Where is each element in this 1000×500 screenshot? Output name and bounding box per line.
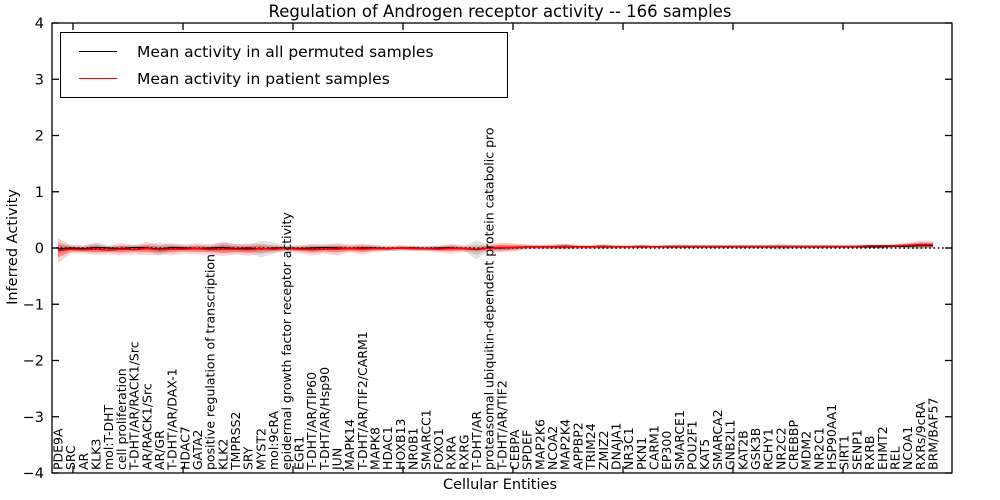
y-tick-label: 1	[35, 185, 44, 201]
x-tick-label: MAP2K4	[558, 419, 573, 470]
x-tick-label: REL	[887, 446, 902, 470]
x-tick-label: EGR1	[291, 436, 306, 470]
x-tick-label: epidermal growth factor receptor activit…	[279, 212, 294, 470]
x-tick-label: NCOA1	[900, 426, 915, 470]
x-tick-label: FOXO1	[431, 428, 446, 470]
x-tick-label: SIRT1	[837, 435, 852, 470]
x-tick-label: SRY	[241, 446, 256, 470]
x-tick-label: POU2F1	[685, 420, 700, 470]
x-tick-label: proteasomal ubiquitin-dependent protein …	[482, 127, 497, 470]
legend-entry-permuted: Mean activity in all permuted samples	[73, 43, 495, 61]
x-tick-label: ZMIZ2	[596, 430, 611, 470]
patient-mean-line	[57, 243, 933, 252]
x-tick-label: T-DHT/AR/DAX-1	[165, 368, 180, 471]
x-axis-label: Cellular Entities	[442, 477, 558, 493]
x-tick-label: GSK3B	[748, 428, 763, 470]
x-tick-label: KLK2	[215, 439, 230, 470]
x-tick-label: MAPK14	[342, 419, 357, 470]
x-tick-label: NR0B1	[406, 427, 421, 470]
x-tick-label: SRC	[63, 445, 78, 470]
x-tick-label: SPDEF	[520, 430, 535, 470]
x-tick-label: TMPRSS2	[228, 412, 243, 471]
x-tick-label: mol:T-DHT	[101, 404, 116, 470]
x-tick-label: KLK3	[89, 439, 104, 470]
x-tick-label: positive regulation of transcription	[203, 254, 218, 470]
x-tick-label: NR2C2	[773, 427, 788, 470]
legend: Mean activity in all permuted samples Me…	[60, 32, 508, 98]
x-tick-label: NR2C1	[811, 427, 826, 470]
x-tick-label: CARM1	[647, 425, 662, 470]
x-tick-label: EHMT2	[875, 426, 890, 470]
x-tick-label: T-DHT/AR	[469, 411, 484, 471]
x-tick-label: NR3C1	[621, 427, 636, 470]
x-tick-label: RXRs/9cRA	[913, 401, 928, 470]
legend-entry-patient: Mean activity in patient samples	[73, 70, 495, 88]
x-tick-label: AR	[76, 452, 91, 470]
y-tick-label: 4	[35, 16, 44, 32]
y-axis-label: Inferred Activity	[5, 189, 21, 305]
x-tick-label: EP300	[659, 431, 674, 470]
x-tick-label: AR/GR	[152, 430, 167, 470]
x-tick-label: mol:9cRA	[266, 410, 281, 470]
x-tick-label: DNAJA1	[608, 423, 623, 471]
x-tick-label: BRM/BAF57	[926, 398, 941, 470]
x-tick-label: SENP1	[849, 429, 864, 470]
x-tick-label: MDM2	[799, 431, 814, 470]
y-tick-label: 0	[35, 241, 44, 257]
y-tick-label: 3	[35, 72, 44, 88]
x-tick-label: AR/RACK1/Src	[139, 383, 154, 470]
legend-line-sample-red	[79, 78, 117, 79]
x-tick-label: SMARCA2	[710, 409, 725, 470]
y-tick-label: −3	[23, 410, 44, 426]
x-tick-label: APPBP2	[570, 422, 585, 470]
x-tick-label: CEBPA	[507, 429, 522, 470]
x-tick-label: HDAC1	[380, 426, 395, 470]
chart-title: Regulation of Androgen receptor activity…	[268, 2, 732, 21]
y-tick-label: −4	[23, 466, 44, 482]
x-tick-label: SMARCE1	[672, 410, 687, 470]
legend-label: Mean activity in patient samples	[137, 69, 390, 88]
legend-label: Mean activity in all permuted samples	[137, 42, 434, 61]
x-tick-label: KAT5	[697, 439, 712, 470]
x-tick-label: RCHY1	[761, 428, 776, 470]
x-tick-label: PKN1	[634, 437, 649, 470]
x-tick-label: KAT2B	[735, 430, 750, 470]
y-tick-label: 2	[35, 129, 44, 145]
patient-std-band-outer	[58, 238, 933, 264]
x-tick-label: HDAC7	[177, 426, 192, 470]
permuted-std-band-outer	[58, 240, 933, 260]
x-tick-label: PDE9A	[51, 428, 66, 470]
y-tick-label: −2	[23, 354, 44, 370]
x-tick-label: SMARCC1	[418, 409, 433, 470]
x-tick-label: T-DHT/AR/RACK1/Src	[127, 341, 142, 471]
x-tick-label: GNB2L1	[723, 420, 738, 470]
x-tick-label: T-DHT/AR/Hsp90	[317, 367, 332, 471]
x-tick-label: T-DHT/AR/TIF2/CARM1	[355, 331, 370, 471]
x-tick-label: MAP2K6	[532, 419, 547, 470]
x-tick-label: JUN	[329, 448, 344, 471]
x-tick-label: MAPK8	[368, 427, 383, 470]
x-tick-label: GATA2	[190, 430, 205, 470]
legend-line-sample-black	[79, 51, 117, 52]
x-tick-label: HSP90AA1	[824, 404, 839, 470]
x-tick-label: TRIM24	[583, 423, 598, 471]
x-tick-label: cell proliferation	[114, 368, 129, 470]
x-tick-label: CREBBP	[786, 420, 801, 470]
x-tick-label: T-DHT/AR/TIF2	[494, 380, 509, 471]
x-tick-label: HOXB13	[393, 419, 408, 470]
x-tick-label: T-DHT/AR/TIP60	[304, 372, 319, 471]
x-tick-label: RXRB	[862, 435, 877, 470]
x-tick-label: RXRG	[456, 434, 471, 470]
y-tick-label: −1	[23, 297, 44, 313]
x-tick-label: NCOA2	[545, 426, 560, 470]
x-tick-label: RXRA	[444, 436, 459, 470]
x-tick-label: MYST2	[253, 428, 268, 470]
